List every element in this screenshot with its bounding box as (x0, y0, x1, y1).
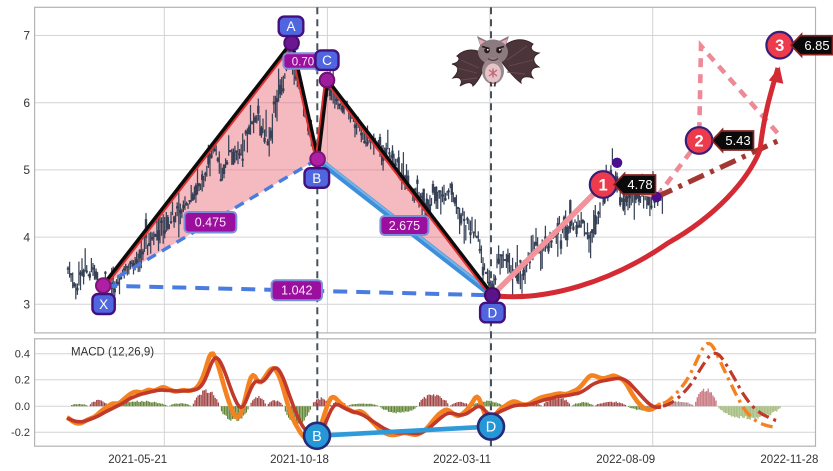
svg-text:5: 5 (23, 163, 30, 177)
svg-text:2022-11-28: 2022-11-28 (760, 454, 818, 466)
svg-text:0.4: 0.4 (15, 349, 30, 361)
svg-text:1.042: 1.042 (281, 284, 312, 298)
svg-text:4: 4 (23, 230, 30, 244)
svg-text:0.70: 0.70 (292, 56, 314, 68)
svg-text:2.675: 2.675 (389, 219, 420, 233)
svg-text:3: 3 (775, 37, 784, 55)
svg-text:7: 7 (23, 29, 30, 43)
svg-text:3: 3 (23, 297, 30, 311)
svg-text:MACD (12,26,9): MACD (12,26,9) (71, 347, 154, 359)
svg-text:6: 6 (23, 96, 30, 110)
svg-text:1: 1 (599, 176, 608, 194)
svg-text:6.85: 6.85 (804, 38, 829, 53)
svg-text:4.78: 4.78 (627, 177, 652, 192)
svg-text:D: D (488, 305, 498, 320)
svg-text:0.2: 0.2 (15, 375, 30, 387)
svg-text:0.475: 0.475 (195, 216, 226, 230)
svg-text:2: 2 (695, 132, 704, 150)
svg-text:B: B (312, 429, 322, 445)
svg-text:2021-05-21: 2021-05-21 (108, 454, 167, 466)
svg-text:2021-10-18: 2021-10-18 (270, 454, 329, 466)
svg-text:D: D (486, 420, 496, 436)
svg-text:2022-03-11: 2022-03-11 (433, 454, 491, 466)
svg-text:B: B (312, 171, 321, 186)
svg-text:C: C (322, 53, 332, 68)
svg-text:2022-08-09: 2022-08-09 (596, 454, 655, 466)
svg-text:X: X (99, 297, 108, 312)
svg-text:5.43: 5.43 (725, 133, 750, 148)
svg-text:A: A (286, 19, 295, 34)
svg-text:-0.2: -0.2 (11, 427, 30, 439)
svg-text:0.0: 0.0 (15, 401, 30, 413)
